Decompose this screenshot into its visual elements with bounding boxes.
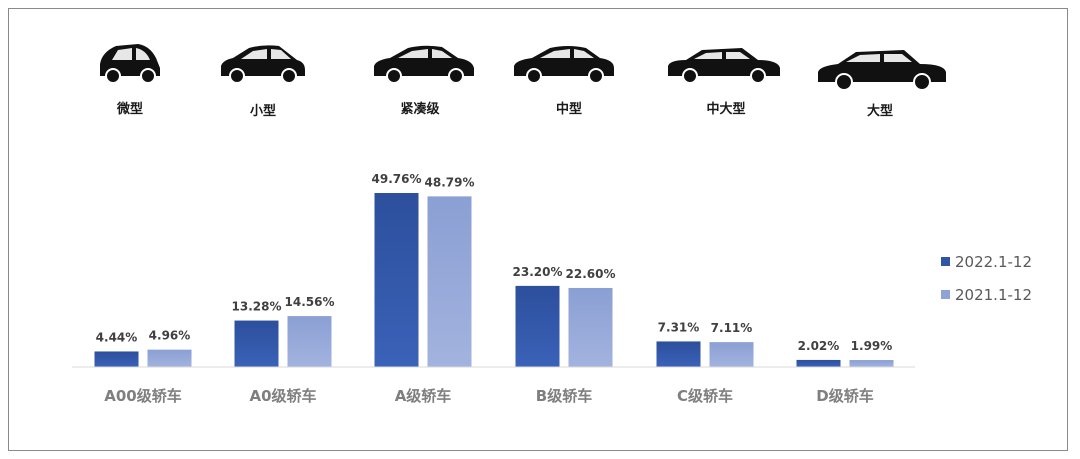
value-label-2021-4: 7.11% [711,321,753,335]
bar-2021-5 [849,360,894,367]
bar-2022-0 [94,351,139,367]
value-labels-group: 4.44% 4.96% 13.28% 14.56% 49.76% 48.79% 23.20%… [96,172,893,353]
midsize-car-icon [514,46,614,84]
value-label-2021-2: 48.79% [425,175,475,189]
car-type-label-full-size: 大型 [867,103,893,119]
category-labels-group: A00级轿车 A0级轿车 A级轿车 B级轿车 C级轿车 D级轿车 [104,387,873,405]
category-label-2: A级轿车 [395,387,452,405]
legend-swatch-2022 [941,257,950,266]
bar-2021-2 [427,196,472,367]
compact-car-icon [374,45,474,84]
car-type-label-large-midsize: 中大型 [706,101,745,117]
car-type-label-midsize: 中型 [556,101,582,117]
value-label-2022-5: 2.02% [798,339,840,353]
category-label-5: D级轿车 [816,387,873,405]
value-label-2022-4: 7.31% [658,320,700,334]
value-label-2021-3: 22.60% [566,267,616,281]
bar-2021-4 [709,342,754,367]
category-label-1: A0级轿车 [249,387,316,405]
value-label-2022-3: 23.20% [513,265,563,279]
large-midsize-car-icon [668,48,780,84]
bar-2021-3 [568,287,613,367]
category-label-0: A00级轿车 [104,387,181,405]
bar-2022-2 [374,193,419,367]
legend-label-2022: 2022.1-12 [955,253,1032,271]
small-car-icon [221,45,305,84]
car-type-label-compact: 紧凑级 [400,101,440,117]
value-label-2021-1: 14.56% [285,295,335,309]
bar-2022-4 [656,341,701,367]
value-label-2022-2: 49.76% [372,172,422,186]
full-size-car-icon [818,50,946,91]
bar-2021-1 [287,316,332,367]
car-type-label-micro: 微型 [116,101,143,117]
micro-car-icon [100,44,160,84]
legend-swatch-2021 [941,290,950,299]
value-label-2022-1: 13.28% [232,300,282,314]
bar-2021-0 [147,349,192,367]
legend-label-2021: 2021.1-12 [955,286,1032,304]
category-label-3: B级轿车 [536,387,592,405]
value-label-2022-0: 4.44% [96,330,138,344]
bars-group [94,193,894,367]
bar-2022-3 [515,285,560,367]
bar-2022-1 [234,320,279,367]
legend: 2022.1-12 2021.1-12 [941,253,1032,304]
value-label-2021-5: 1.99% [851,339,893,353]
value-label-2021-0: 4.96% [149,329,191,343]
category-label-4: C级轿车 [677,387,733,405]
bar-2022-5 [796,359,841,367]
car-type-label-small: 小型 [250,103,276,119]
